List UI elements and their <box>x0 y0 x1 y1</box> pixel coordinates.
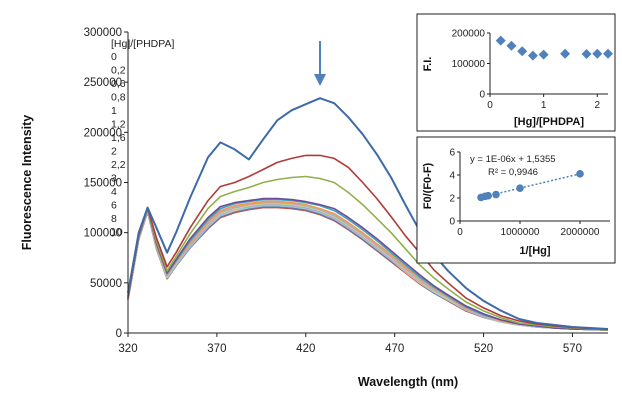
inset-x-tick-label: 0 <box>487 100 493 111</box>
legend-entry: 10 <box>111 227 123 239</box>
x-tick-label: 470 <box>385 343 404 355</box>
legend-entry: 4 <box>111 186 117 198</box>
inset-y-tick-label: 2 <box>449 194 455 205</box>
legend-entry: 1,6 <box>111 132 126 144</box>
x-tick-label: 420 <box>296 343 315 355</box>
y-tick-label: 300000 <box>84 27 122 39</box>
inset-frame <box>416 136 616 264</box>
inset-data-point <box>576 170 584 178</box>
inset-data-point <box>527 50 538 61</box>
trendline-equation: y = 1E-06x + 1,5355 <box>470 154 556 165</box>
y-axis-title: Fluorescence Intensity <box>20 115 34 251</box>
inset-x-tick-label: 2000000 <box>561 227 600 238</box>
inset-data-point <box>538 49 549 60</box>
inset-data-point <box>516 184 524 193</box>
inset-y-tick-label: 0 <box>479 90 485 101</box>
series-line-0-6 <box>127 175 609 331</box>
series-line-0-2 <box>127 154 609 331</box>
legend-entry: 0,8 <box>111 92 126 104</box>
y-tick-label: 200000 <box>84 127 122 139</box>
inset-fi-chart: 0 100000 200000 0 1 2 [Hg]/[PHDPA] F.I. <box>416 13 616 132</box>
y-tick-label: 0 <box>116 328 122 340</box>
legend-entry: 2,2 <box>111 159 126 171</box>
y-tick-label: 150000 <box>84 178 122 190</box>
inset-y-tick-label: 6 <box>449 148 455 159</box>
y-tick-label: 250000 <box>84 77 122 89</box>
inset-y-axis-title: F.I. <box>422 57 434 72</box>
legend-title: [Hg]/[PHDPA] <box>111 38 174 50</box>
legend-entry: 0,2 <box>111 65 126 77</box>
inset-data-point <box>495 35 506 46</box>
y-tick-label: 100000 <box>84 228 122 240</box>
x-tick-label: 570 <box>563 343 582 355</box>
legend-entry: 3 <box>111 173 117 185</box>
inset-data-point <box>592 48 603 59</box>
x-tick-label: 370 <box>207 343 226 355</box>
inset-data-point <box>560 48 571 59</box>
inset-x-tick-label: 2 <box>594 100 600 111</box>
inset-y-tick-label: 4 <box>449 171 455 182</box>
inset-data-point <box>492 190 500 199</box>
series-line-0-8 <box>127 197 609 331</box>
legend-entry: 6 <box>111 200 117 212</box>
inset-data-point <box>506 40 517 51</box>
x-tick-label: 320 <box>118 343 137 355</box>
x-axis-title: Wavelength (nm) <box>358 375 458 389</box>
inset-data-point <box>517 46 528 57</box>
inset-y-axis-title: F0/(F0-F) <box>422 162 434 209</box>
legend-entry: 1 <box>111 105 117 117</box>
r-squared-label: R² = 0,9946 <box>488 167 538 178</box>
legend-entry: 0,6 <box>111 78 126 90</box>
arrow-head <box>314 74 326 86</box>
inset-x-axis-title: 1/[Hg] <box>519 245 551 257</box>
legend-entry: 1,2 <box>111 119 126 131</box>
inset-x-tick-label: 1 <box>541 100 547 111</box>
inset-frame <box>416 13 616 132</box>
inset-x-axis-title: [Hg]/[PHDPA] <box>514 116 584 128</box>
y-tick-label: 50000 <box>90 278 122 290</box>
legend-entry: 0 <box>111 51 117 63</box>
inset-x-tick-label: 0 <box>457 227 463 238</box>
legend-entry: 2 <box>111 146 117 158</box>
inset-y-tick-label: 0 <box>449 217 455 228</box>
inset-data-point <box>484 191 493 200</box>
x-tick-label: 520 <box>474 343 493 355</box>
series-line-0 <box>127 97 609 330</box>
inset-data-point <box>603 48 613 59</box>
inset-y-tick-label: 200000 <box>452 29 486 40</box>
inset-data-point <box>581 49 592 60</box>
inset-stern-volmer-chart: 0 2 4 6 0 1000000 2000000 y = 1E-06x + 1,5355 R²… <box>416 136 616 264</box>
inset-y-tick-label: 100000 <box>452 59 486 70</box>
inset-x-tick-label: 1000000 <box>501 227 540 238</box>
legend-entry: 8 <box>111 213 117 225</box>
